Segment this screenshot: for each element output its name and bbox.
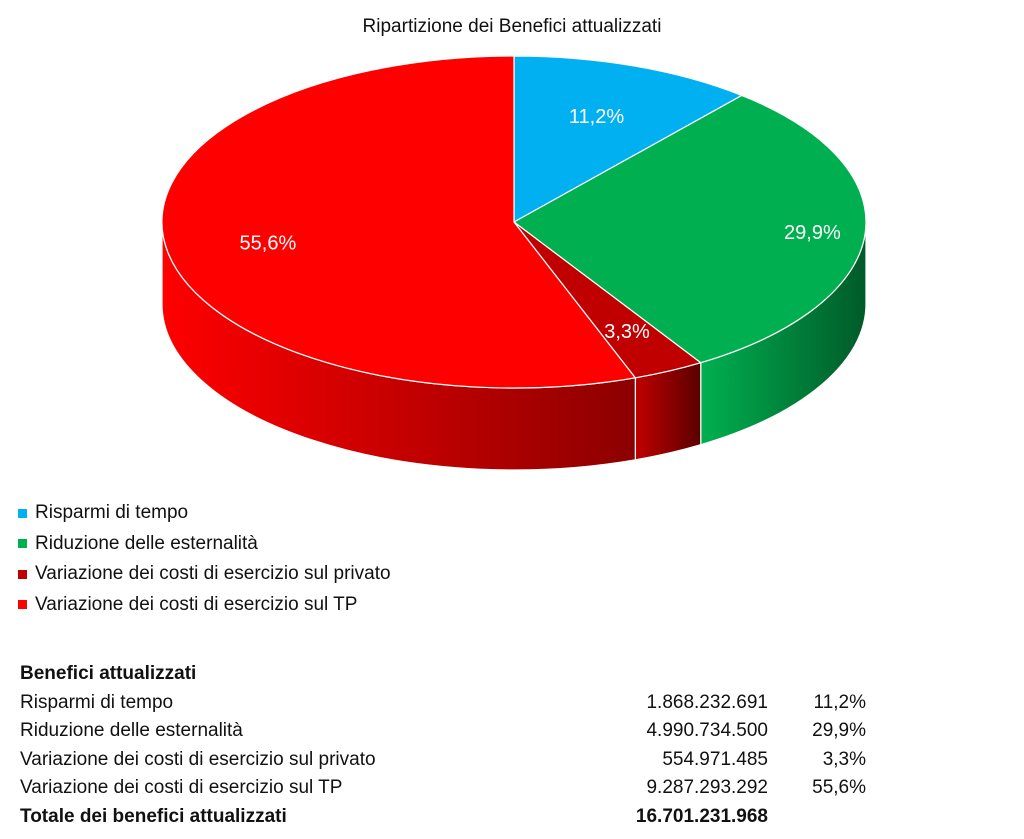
total-label: Totale dei benefici attualizzati [20, 805, 287, 827]
row-label: Variazione dei costi di esercizio sul TP [20, 777, 343, 798]
table-row: Risparmi di tempo 1.868.232.691 11,2% [20, 689, 880, 718]
row-label: Riduzione delle esternalità [20, 720, 243, 741]
legend-item-esternalita: Riduzione delle esternalità [18, 529, 391, 560]
chart-legend: Risparmi di tempo Riduzione delle estern… [18, 498, 391, 620]
row-value: 4.990.734.500 [646, 720, 768, 741]
legend-label: Risparmi di tempo [35, 502, 189, 523]
legend-item-tp: Variazione dei costi di esercizio sul TP [18, 590, 391, 621]
table-header: Benefici attualizzati [20, 663, 197, 684]
data-label-1: 29,9% [784, 222, 841, 244]
row-percent: 11,2% [813, 691, 866, 713]
benefits-table: Benefici attualizzati Risparmi di tempo … [20, 660, 880, 831]
data-label-2: 3,3% [604, 321, 650, 343]
row-percent: 29,9% [812, 720, 866, 741]
chart-title: Ripartizione dei Benefici attualizzati [362, 16, 662, 37]
legend-label: Variazione dei costi di esercizio sul pr… [35, 563, 391, 584]
row-value: 1.868.232.691 [646, 691, 768, 713]
row-percent: 55,6% [812, 777, 866, 798]
pie-top-faces [161, 55, 867, 389]
legend-swatch [18, 600, 27, 610]
pie-slice-3 [161, 55, 637, 389]
data-label-3: 55,6% [240, 233, 297, 255]
table-row: Variazione dei costi di esercizio sul pr… [20, 746, 880, 775]
row-value: 554.971.485 [662, 748, 768, 770]
data-label-0: 11,2% [569, 106, 624, 128]
pie-slice-0 [513, 55, 744, 224]
pie-side-2 [634, 361, 702, 461]
pie-slice-1 [512, 94, 867, 364]
row-label: Risparmi di tempo [20, 691, 174, 713]
legend-item-privato: Variazione dei costi di esercizio sul pr… [18, 559, 391, 590]
table-header-row: Benefici attualizzati [20, 660, 880, 689]
table-total-row: Totale dei benefici attualizzati 16.701.… [20, 803, 880, 832]
row-percent: 3,3% [822, 748, 866, 770]
legend-item-risparmi: Risparmi di tempo [18, 498, 391, 529]
legend-label: Variazione dei costi di esercizio sul TP [35, 593, 358, 615]
legend-swatch [18, 508, 27, 518]
legend-swatch [18, 569, 27, 579]
row-value: 9.287.293.292 [646, 777, 768, 798]
legend-swatch [18, 539, 27, 549]
pie-chart: 11,2% 29,9% 3,3% 55,6% [161, 55, 867, 471]
table-row: Riduzione delle esternalità 4.990.734.50… [20, 717, 880, 746]
legend-label: Riduzione delle esternalità [35, 532, 258, 554]
table-row: Variazione dei costi di esercizio sul TP… [20, 774, 880, 803]
row-label: Variazione dei costi di esercizio sul pr… [20, 748, 376, 770]
total-value: 16.701.231.968 [635, 805, 768, 827]
